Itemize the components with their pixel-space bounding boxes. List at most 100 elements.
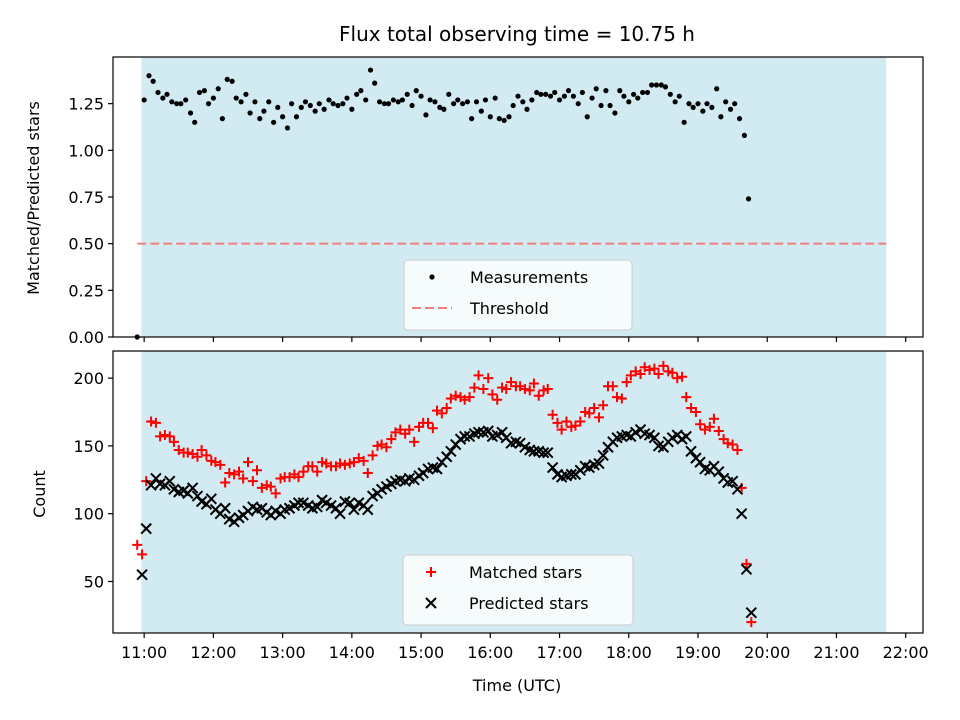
matched-star-point xyxy=(594,412,604,423)
matched-star-point xyxy=(243,457,253,468)
predicted-star-point xyxy=(334,507,346,520)
matched-star-point xyxy=(667,367,678,378)
top-y-tick-label: 0.25 xyxy=(68,281,104,300)
matched-star-point xyxy=(746,617,757,628)
measurement-point xyxy=(672,99,678,105)
measurement-point xyxy=(700,108,706,114)
measurement-point xyxy=(381,101,387,107)
x-tick-label: 11:00 xyxy=(121,643,167,662)
matched-star-point xyxy=(404,424,415,435)
x-tick-label: 20:00 xyxy=(744,643,790,662)
bottom-axes-frame xyxy=(112,350,924,634)
matched-star-point xyxy=(616,393,627,404)
matched-star-point xyxy=(409,436,420,447)
matched-star-point xyxy=(556,424,567,435)
measurement-point xyxy=(409,102,415,109)
measurement-point xyxy=(446,91,452,97)
measurement-point xyxy=(667,91,673,97)
measurement-point xyxy=(196,89,203,96)
measurement-point xyxy=(354,91,360,97)
x-tick-label: 22:00 xyxy=(883,643,929,662)
bottom-panel: 50 100 150 200 11:00 12:00 13:00 14:00 15:00 16:0… xyxy=(73,350,929,662)
matched-star-point xyxy=(552,417,563,428)
measurement-point xyxy=(344,95,350,101)
measurement-point xyxy=(529,97,535,103)
measurement-point xyxy=(547,93,554,99)
measurement-point xyxy=(745,196,752,202)
matched-star-point xyxy=(469,382,480,393)
matched-star-point xyxy=(635,369,646,380)
measurement-point xyxy=(271,119,277,125)
predicted-star-point xyxy=(292,497,305,509)
measurement-point xyxy=(395,99,401,105)
measurement-point xyxy=(432,99,438,105)
x-tick-label: 14:00 xyxy=(329,643,375,662)
matched-star-point xyxy=(247,476,258,487)
top-y-tick-label: 1.00 xyxy=(68,141,104,160)
matched-star-point xyxy=(381,442,392,453)
top-legend: Measurements Threshold xyxy=(403,259,633,331)
measurement-point xyxy=(464,99,471,105)
matched-star-point xyxy=(533,390,544,401)
matched-star-point xyxy=(644,364,655,375)
matched-star-point xyxy=(741,558,752,569)
measurement-point xyxy=(229,78,235,84)
measurement-point xyxy=(261,108,267,114)
measurement-point xyxy=(690,104,696,110)
predicted-star-point xyxy=(344,497,356,509)
predicted-star-point xyxy=(164,475,176,487)
predicted-star-point xyxy=(731,483,744,495)
measurement-point xyxy=(736,116,743,122)
predicted-star-point xyxy=(528,445,540,458)
matched-star-point xyxy=(192,451,203,462)
measurement-point xyxy=(741,132,747,138)
measurement-point xyxy=(233,95,239,101)
x-tick-label: 13:00 xyxy=(260,643,306,662)
matched-star-point xyxy=(487,389,498,400)
measurement-point xyxy=(437,104,443,110)
top-series-0 xyxy=(134,67,752,340)
measurement-point xyxy=(492,95,498,101)
measurement-point xyxy=(487,114,493,120)
matched-star-point xyxy=(164,431,175,442)
measurement-point xyxy=(302,99,309,105)
measurement-point xyxy=(372,80,378,86)
measurement-point xyxy=(205,101,212,107)
measurement-point xyxy=(298,104,304,110)
top-y-tick-label: 0.00 xyxy=(68,328,104,347)
measurement-point xyxy=(289,101,295,107)
predicted-star-point xyxy=(431,463,443,475)
measurement-point xyxy=(460,101,466,107)
measurement-point xyxy=(404,91,410,97)
matched-star-point xyxy=(252,465,262,476)
measurement-point xyxy=(174,101,180,107)
measurement-point xyxy=(709,104,715,110)
measurement-point xyxy=(552,89,558,96)
matched-star-point xyxy=(436,408,447,419)
measurement-point xyxy=(330,101,336,107)
predicted-star-point xyxy=(565,468,578,481)
matched-star-point xyxy=(464,392,475,403)
matched-star-point xyxy=(450,390,461,401)
measurement-point xyxy=(164,91,170,97)
predicted-star-point xyxy=(445,445,457,458)
predicted-star-point xyxy=(145,479,157,491)
predicted-star-point xyxy=(740,563,753,575)
matched-star-point xyxy=(293,472,304,483)
legend-label: Matched stars xyxy=(469,563,582,582)
matched-star-point xyxy=(335,458,346,469)
matched-star-point xyxy=(423,417,433,428)
legend-measurement-marker xyxy=(429,274,435,280)
bottom-y-tick-label: 50 xyxy=(84,572,104,591)
matched-star-point xyxy=(427,423,438,434)
measurement-point xyxy=(247,110,253,116)
matched-star-point xyxy=(501,383,512,394)
measurement-point xyxy=(686,101,692,107)
measurement-point xyxy=(441,106,447,112)
matched-star-point xyxy=(649,363,660,374)
measurement-point xyxy=(584,114,590,120)
measurement-point xyxy=(612,110,618,116)
measurement-point xyxy=(524,106,530,112)
matched-star-point xyxy=(575,416,586,427)
measurement-point xyxy=(243,91,249,97)
